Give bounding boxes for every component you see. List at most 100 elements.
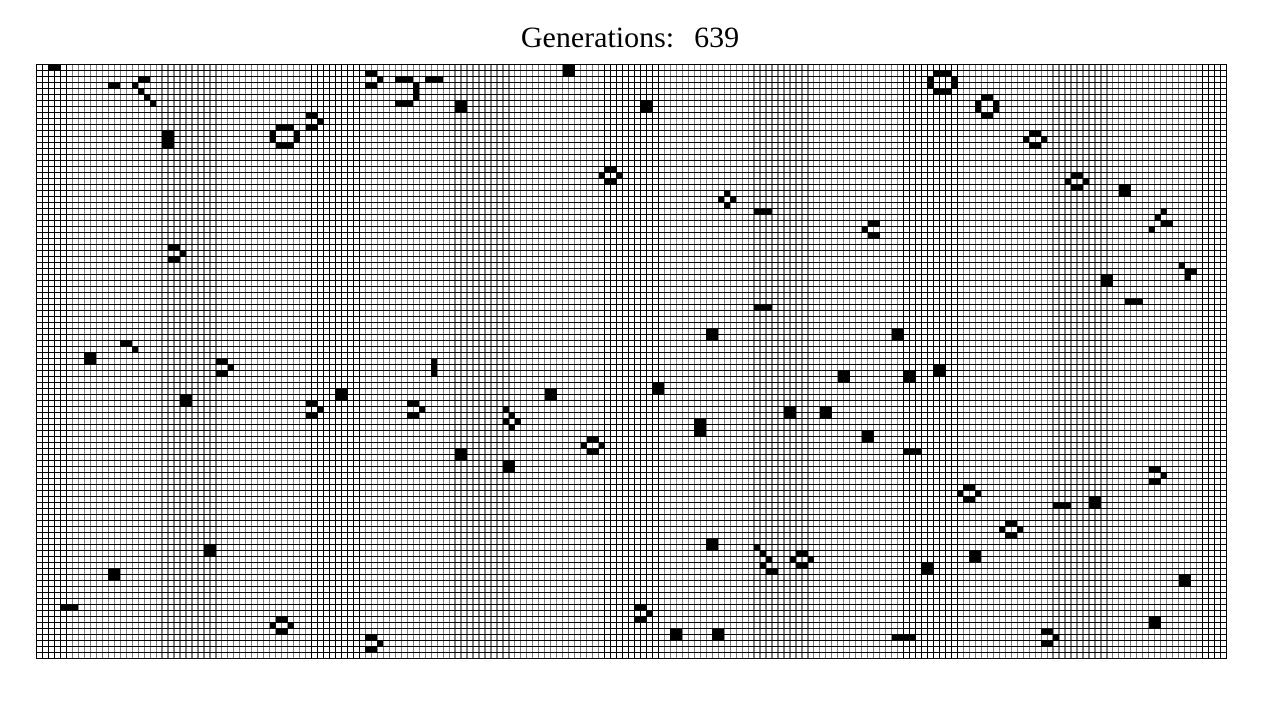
live-cell[interactable]	[760, 209, 766, 215]
live-cell[interactable]	[1059, 503, 1065, 509]
live-cell[interactable]	[395, 77, 401, 83]
live-cell[interactable]	[993, 107, 999, 113]
live-cell[interactable]	[922, 563, 928, 569]
live-cell[interactable]	[593, 449, 599, 455]
live-cell[interactable]	[413, 413, 419, 419]
live-cell[interactable]	[365, 71, 371, 77]
live-cell[interactable]	[371, 71, 377, 77]
live-cell[interactable]	[802, 551, 808, 557]
live-cell[interactable]	[987, 95, 993, 101]
live-cell[interactable]	[634, 605, 640, 611]
live-cell[interactable]	[306, 113, 312, 119]
live-cell[interactable]	[712, 329, 718, 335]
live-cell[interactable]	[706, 335, 712, 341]
live-cell[interactable]	[784, 413, 790, 419]
live-cell[interactable]	[910, 635, 916, 641]
live-cell[interactable]	[509, 425, 515, 431]
live-cell[interactable]	[455, 101, 461, 107]
live-cell[interactable]	[276, 143, 282, 149]
live-cell[interactable]	[939, 71, 945, 77]
live-cell[interactable]	[706, 329, 712, 335]
live-cell[interactable]	[796, 563, 802, 569]
live-cell[interactable]	[724, 203, 730, 209]
live-cell[interactable]	[892, 635, 898, 641]
live-cell[interactable]	[1179, 575, 1185, 581]
live-cell[interactable]	[646, 101, 652, 107]
live-cell[interactable]	[904, 635, 910, 641]
live-cell[interactable]	[270, 137, 276, 143]
live-cell[interactable]	[904, 371, 910, 377]
live-cell[interactable]	[939, 89, 945, 95]
live-cell[interactable]	[132, 347, 138, 353]
live-cell[interactable]	[431, 365, 437, 371]
live-cell[interactable]	[904, 377, 910, 383]
live-cell[interactable]	[766, 305, 772, 311]
live-cell[interactable]	[1185, 269, 1191, 275]
live-cell[interactable]	[407, 401, 413, 407]
live-cell[interactable]	[1107, 281, 1113, 287]
live-cell[interactable]	[790, 557, 796, 563]
live-cell[interactable]	[694, 419, 700, 425]
live-cell[interactable]	[210, 551, 216, 557]
live-cell[interactable]	[551, 395, 557, 401]
live-cell[interactable]	[640, 107, 646, 113]
live-cell[interactable]	[126, 341, 132, 347]
live-cell[interactable]	[928, 77, 934, 83]
live-cell[interactable]	[114, 83, 120, 89]
live-cell[interactable]	[718, 197, 724, 203]
live-cell[interactable]	[509, 467, 515, 473]
live-cell[interactable]	[790, 413, 796, 419]
live-cell[interactable]	[587, 437, 593, 443]
live-cell[interactable]	[1101, 281, 1107, 287]
live-cell[interactable]	[712, 335, 718, 341]
live-cell[interactable]	[981, 95, 987, 101]
live-cell[interactable]	[862, 227, 868, 233]
live-cell[interactable]	[1029, 131, 1035, 137]
live-cell[interactable]	[1005, 533, 1011, 539]
live-cell[interactable]	[1155, 467, 1161, 473]
live-cell[interactable]	[951, 83, 957, 89]
live-cell[interactable]	[509, 413, 515, 419]
live-cell[interactable]	[712, 545, 718, 551]
live-cell[interactable]	[694, 425, 700, 431]
live-cell[interactable]	[365, 647, 371, 653]
live-cell[interactable]	[288, 125, 294, 131]
live-cell[interactable]	[1041, 641, 1047, 647]
live-cell[interactable]	[1161, 209, 1167, 215]
live-cell[interactable]	[431, 371, 437, 377]
live-cell[interactable]	[963, 485, 969, 491]
live-cell[interactable]	[180, 401, 186, 407]
live-cell[interactable]	[120, 341, 126, 347]
live-cell[interactable]	[796, 551, 802, 557]
live-cell[interactable]	[413, 401, 419, 407]
live-cell[interactable]	[1137, 299, 1143, 305]
live-cell[interactable]	[646, 107, 652, 113]
live-cell[interactable]	[820, 407, 826, 413]
live-cell[interactable]	[186, 401, 192, 407]
live-cell[interactable]	[939, 371, 945, 377]
live-cell[interactable]	[712, 539, 718, 545]
live-cell[interactable]	[1077, 173, 1083, 179]
live-cell[interactable]	[766, 209, 772, 215]
live-cell[interactable]	[509, 461, 515, 467]
live-cell[interactable]	[892, 329, 898, 335]
live-cell[interactable]	[312, 413, 318, 419]
live-cell[interactable]	[820, 413, 826, 419]
live-cell[interactable]	[1161, 221, 1167, 227]
live-cell[interactable]	[760, 563, 766, 569]
live-cell[interactable]	[933, 89, 939, 95]
live-cell[interactable]	[1149, 623, 1155, 629]
live-cell[interactable]	[892, 335, 898, 341]
live-cell[interactable]	[407, 101, 413, 107]
live-cell[interactable]	[437, 77, 443, 83]
live-cell[interactable]	[898, 335, 904, 341]
live-cell[interactable]	[760, 551, 766, 557]
live-cell[interactable]	[401, 101, 407, 107]
live-cell[interactable]	[1065, 503, 1071, 509]
live-cell[interactable]	[928, 569, 934, 575]
live-cell[interactable]	[1125, 191, 1131, 197]
live-cell[interactable]	[652, 383, 658, 389]
live-cell[interactable]	[371, 647, 377, 653]
live-cell[interactable]	[1191, 269, 1197, 275]
live-cell[interactable]	[306, 125, 312, 131]
